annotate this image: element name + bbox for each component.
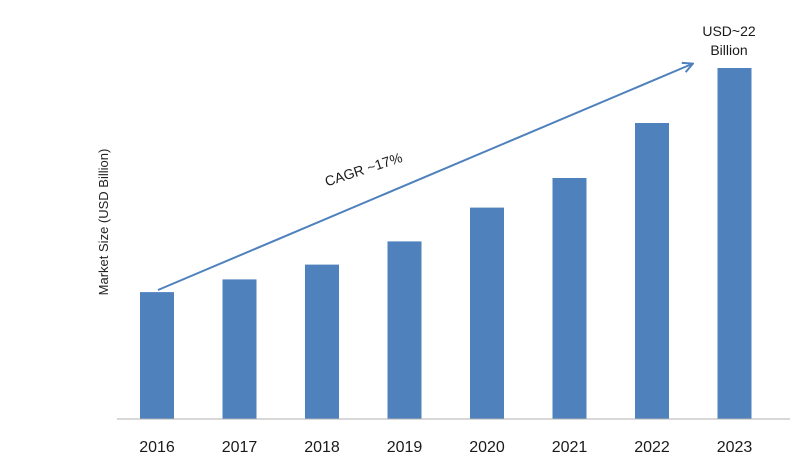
bar-2023 — [717, 68, 752, 419]
x-tick-2022: 2022 — [634, 439, 670, 456]
bars-group — [140, 68, 752, 419]
final-value-label-line1: USD~22 — [702, 23, 756, 39]
cagr-arrow — [157, 64, 692, 291]
x-tick-2020: 2020 — [469, 439, 505, 456]
final-value-label-line2: Billion — [710, 42, 747, 58]
x-tick-2019: 2019 — [387, 439, 423, 456]
bar-2018 — [305, 264, 339, 419]
bar-2020 — [470, 207, 504, 419]
x-tick-2016: 2016 — [139, 439, 175, 456]
bar-2021 — [552, 178, 587, 419]
bar-2016 — [140, 292, 174, 419]
x-tick-2023: 2023 — [717, 439, 753, 456]
cagr-annotation: CAGR ~17% — [323, 149, 405, 189]
x-tick-2017: 2017 — [222, 439, 258, 456]
bar-2022 — [635, 123, 669, 419]
x-tick-labels: 2016 2017 2018 2019 2020 2021 2022 2023 — [139, 439, 752, 456]
x-tick-2021: 2021 — [552, 439, 588, 456]
bar-2019 — [387, 241, 422, 419]
x-tick-2018: 2018 — [304, 439, 340, 456]
bar-2017 — [222, 279, 257, 419]
y-axis-label: Market Size (USD Billion) — [96, 149, 111, 296]
